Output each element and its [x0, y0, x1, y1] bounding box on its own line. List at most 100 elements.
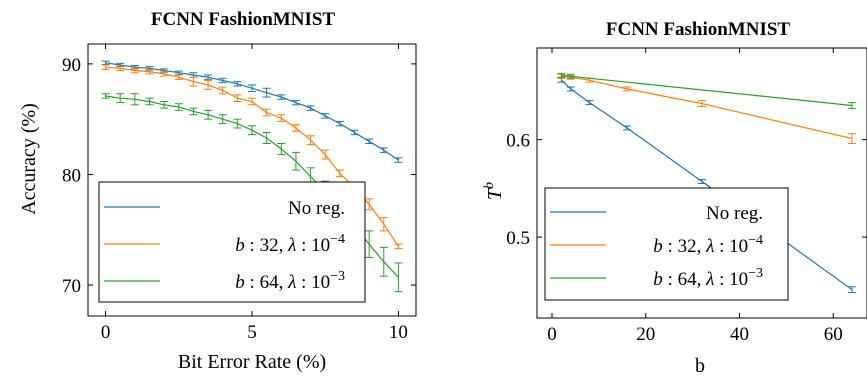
right-y-axis-label: Tb — [482, 182, 506, 200]
left-error-bar — [233, 81, 242, 87]
left-x-tick-label: 5 — [247, 322, 257, 343]
left-error-bar — [379, 246, 388, 277]
left-error-bar — [101, 93, 110, 99]
left-error-bar — [174, 74, 183, 80]
left-legend-label: b : 32, λ : 10−4 — [235, 232, 345, 256]
left-error-bar — [233, 94, 242, 102]
left-series-0 — [101, 60, 403, 163]
left-error-bar — [291, 99, 300, 106]
right-error-bar — [848, 102, 856, 109]
right-error-bar — [698, 100, 706, 107]
right-series-2 — [557, 72, 856, 109]
left-error-bar — [204, 109, 213, 120]
left-error-bar — [248, 84, 256, 93]
left-error-bar — [218, 86, 227, 95]
right-plot-area: 0 20 40 60 0.5 0.6 — [506, 47, 867, 345]
right-error-bar — [623, 125, 631, 131]
left-y-tick-label: 70 — [62, 276, 81, 297]
left-error-bar — [379, 217, 388, 232]
right-y-tick-label: 0.5 — [506, 228, 530, 249]
left-error-bar — [145, 68, 154, 75]
left-error-bar — [189, 76, 198, 87]
left-error-bar — [116, 65, 125, 72]
right-x-axis-label: b — [695, 355, 705, 377]
left-y-tick-label: 90 — [62, 55, 81, 76]
left-series-line — [105, 62, 399, 161]
left-error-bar — [145, 97, 154, 106]
right-legend-label: No reg. — [706, 203, 763, 224]
right-axes-frame — [536, 47, 867, 319]
right-chart: FCNN FashionMNIST 0 20 40 60 0.5 0.6 b Tb No … — [482, 19, 867, 377]
left-error-bar — [277, 143, 286, 156]
right-error-bar — [585, 100, 594, 106]
left-error-bar — [160, 100, 169, 109]
left-y-axis-label: Accuracy (%) — [18, 103, 40, 215]
right-y-tick-label: 0.6 — [506, 131, 530, 152]
right-y-axis-label-sup: b — [482, 182, 497, 189]
left-error-bar — [116, 93, 125, 104]
right-legend-box — [544, 187, 789, 301]
left-x-tick-label: 0 — [101, 322, 111, 343]
left-error-bar — [262, 87, 271, 98]
left-error-bar — [291, 151, 300, 171]
left-error-bar — [160, 71, 169, 77]
left-error-bar — [248, 97, 256, 106]
left-error-bar — [101, 60, 110, 65]
right-legend-label: b : 64, λ : 10−3 — [653, 266, 763, 290]
right-chart-title: FCNN FashionMNIST — [606, 19, 791, 40]
left-legend-label: No reg. — [288, 198, 345, 219]
left-error-bar — [218, 77, 227, 84]
left-error-bar — [350, 129, 359, 136]
left-legend-label: b : 64, λ : 10−3 — [235, 269, 345, 293]
left-error-bar — [204, 74, 213, 80]
right-error-bar — [566, 86, 575, 92]
left-legend: No reg. b : 32, λ : 10−4 b : 64, λ : 10−3 — [98, 181, 366, 303]
left-legend-box — [98, 181, 366, 303]
left-error-bar — [335, 120, 344, 127]
left-chart-title: FCNN FashionMNIST — [151, 9, 336, 30]
left-error-bar — [174, 70, 183, 75]
left-error-bar — [277, 94, 286, 100]
left-error-bar — [379, 147, 388, 153]
left-error-bar — [394, 262, 403, 293]
left-error-bar — [394, 157, 403, 163]
left-error-bar — [321, 113, 330, 119]
right-x-tick-label: 0 — [547, 324, 557, 345]
right-x-tick-label: 60 — [824, 324, 843, 345]
left-error-bar — [218, 114, 227, 125]
left-y-tick-label: 80 — [62, 165, 81, 186]
right-x-tick-label: 20 — [636, 324, 655, 345]
left-error-bar — [321, 149, 330, 160]
left-error-bar — [262, 108, 271, 117]
left-error-bar — [130, 93, 139, 106]
right-y-axis-label-base: T — [484, 187, 506, 200]
left-error-bar — [365, 198, 374, 211]
left-error-bar — [277, 114, 286, 122]
left-error-bar — [101, 64, 110, 70]
right-error-bar — [623, 86, 631, 92]
left-error-bar — [233, 118, 242, 129]
right-error-bar — [848, 286, 856, 294]
left-error-bar — [394, 243, 403, 250]
right-legend: No reg. b : 32, λ : 10−4 b : 64, λ : 10−3 — [544, 187, 789, 301]
left-error-bar — [130, 67, 139, 74]
right-series-1 — [557, 73, 856, 145]
left-chart: FCNN FashionMNIST 0 5 10 70 80 90 Bit Error R… — [18, 9, 417, 373]
right-error-bar — [848, 133, 856, 145]
left-error-bar — [365, 138, 374, 145]
left-error-bar — [306, 135, 315, 146]
right-legend-label: b : 32, λ : 10−4 — [653, 233, 763, 257]
left-error-bar — [174, 103, 183, 111]
left-error-bar — [204, 79, 213, 90]
left-error-bar — [335, 169, 344, 178]
left-error-bar — [291, 124, 300, 132]
left-error-bar — [306, 105, 315, 111]
right-series-line — [561, 75, 853, 140]
right-x-tick-label: 40 — [730, 324, 749, 345]
right-error-bar — [566, 73, 575, 79]
left-x-tick-label: 10 — [389, 322, 408, 343]
left-error-bar — [248, 125, 256, 136]
right-error-bar — [698, 179, 706, 184]
left-error-bar — [189, 107, 198, 116]
